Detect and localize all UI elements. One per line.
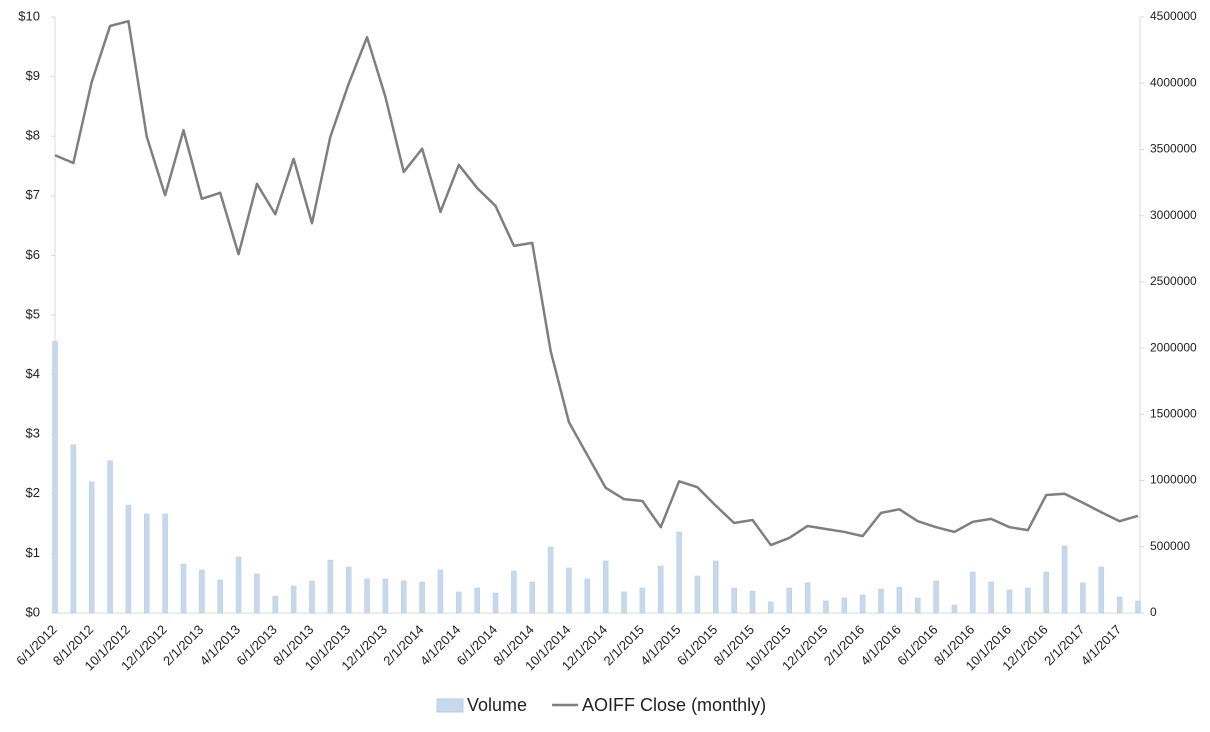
y-tick-label: $2 [26,485,40,500]
y-tick-label: $1 [26,545,40,560]
volume-bar [52,341,58,614]
volume-bar [639,587,646,614]
legend-label: Volume [467,695,527,715]
volume-bar [786,587,792,614]
y2-tick-label: 500000 [1150,539,1190,553]
y-tick-label: $4 [26,366,40,381]
volume-bar [125,504,132,614]
volume-bar [970,571,976,614]
volume-bar [988,581,994,614]
volume-bar [1025,587,1031,614]
volume-bar [437,569,444,614]
volume-bar [382,578,389,614]
y2-tick-label: 2000000 [1150,340,1197,354]
y2-tick-label: 1000000 [1150,473,1197,487]
volume-bar [1080,582,1086,614]
volume-bar [474,587,480,614]
y-tick-label: $6 [26,247,40,262]
volume-bar [933,580,939,614]
volume-bar [511,570,517,614]
volume-bar [713,560,719,614]
volume-bar [1006,589,1013,614]
volume-bar [768,601,774,614]
volume-bar [547,546,554,614]
volume-bar [1098,566,1105,614]
y2-tick-label: 0 [1150,605,1157,619]
volume-bar [529,581,536,614]
volume-bar [823,600,829,614]
volume-bar [107,460,113,614]
volume-bar [364,578,370,614]
y-tick-label: $7 [26,187,40,202]
volume-bar [584,578,591,614]
volume-bar [566,567,572,614]
volume-bar [1043,571,1049,614]
volume-bar [749,590,756,614]
y2-tick-label: 4500000 [1150,9,1197,23]
volume-bar [859,594,866,614]
volume-bar [456,591,462,614]
volume-bar [162,513,168,614]
volume-bar [144,513,150,614]
volume-bar [235,556,242,614]
volume-bar [914,597,921,614]
y-tick-label: $10 [18,8,40,23]
volume-bar [180,563,187,614]
volume-bar [309,580,315,614]
y-tick-label: $5 [26,306,40,321]
y-tick-label: $3 [26,426,40,441]
close-line [54,19,1139,547]
volume-bar [694,575,701,614]
volume-bar [804,582,811,614]
volume-bar [878,588,884,614]
volume-bar [841,597,848,614]
volume-bar [217,579,223,614]
legend-swatch [436,698,464,713]
volume-bar [492,592,499,614]
volume-bar [70,444,77,614]
y2-tick-label: 2500000 [1150,274,1197,288]
y2-tick-label: 3500000 [1150,142,1197,156]
volume-bar [951,604,958,614]
volume-bar [272,595,279,614]
y-tick-label: $9 [26,68,40,83]
volume-bar [621,591,627,614]
y2-tick-label: 4000000 [1150,75,1197,89]
y-tick-label: $0 [26,604,40,619]
volume-bar [254,573,260,614]
volume-bar [1135,600,1141,614]
volume-bar [345,566,352,614]
volume-bar [199,569,205,614]
volume-bar [896,586,903,614]
volume-bar [676,531,682,614]
y2-tick-label: 1500000 [1150,407,1197,421]
y-tick-label: $8 [26,128,40,143]
volume-bar [290,585,297,614]
volume-bar [327,559,334,614]
volume-bar [401,580,407,614]
volume-bar [602,560,609,614]
x-tick-label: 4/1/2017 [1078,622,1124,668]
volume-bar [88,481,95,614]
y2-tick-label: 3000000 [1150,208,1197,222]
volume-bar [419,581,425,614]
legend-label: AOIFF Close (monthly) [582,695,766,715]
volume-bar [657,565,664,614]
volume-bar [1116,596,1123,614]
volume-bar [1061,545,1068,614]
volume-bar [731,587,737,614]
